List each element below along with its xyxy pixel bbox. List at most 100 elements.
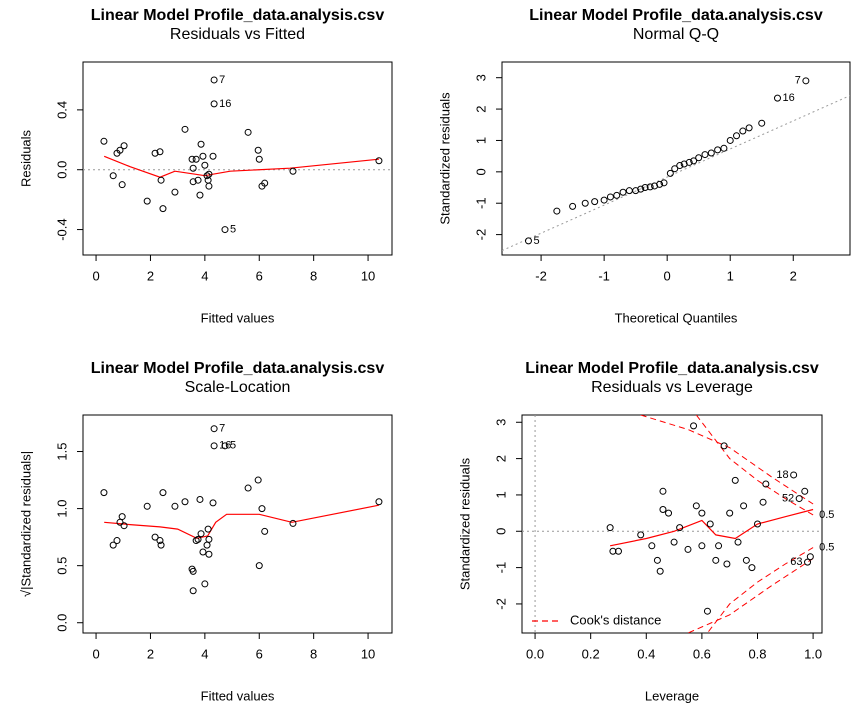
plot-area (83, 155, 392, 178)
data-point (254, 476, 262, 484)
data-point (100, 137, 108, 145)
data-point (120, 142, 128, 150)
x-axis-label: Fitted values (201, 688, 275, 703)
point-label: 7 (219, 423, 225, 435)
data-point (712, 556, 720, 564)
data-point (100, 489, 108, 497)
data-point (632, 187, 640, 195)
data-point (221, 226, 229, 234)
y-tick-label: 1.5 (54, 442, 69, 460)
data-point (676, 524, 684, 532)
data-point (806, 553, 814, 561)
data-point (205, 182, 213, 190)
data-point (143, 197, 151, 205)
contour-label: 0.5 (819, 542, 834, 554)
data-point (261, 527, 269, 535)
point-label: 5 (230, 223, 236, 235)
data-point (690, 422, 698, 430)
x-tick-label: 0.4 (637, 646, 655, 661)
data-point (726, 136, 734, 144)
data-point (143, 502, 151, 510)
data-point (171, 188, 179, 196)
data-point (194, 176, 202, 184)
chart-title: Linear Model Profile_data.analysis.csv (529, 7, 823, 24)
chart-subtitle: Residuals vs Leverage (591, 379, 753, 396)
data-point (656, 567, 664, 575)
data-point (740, 502, 748, 510)
chart-title: Linear Model Profile_data.analysis.csv (525, 360, 819, 377)
y-tick-label: 0.5 (54, 557, 69, 575)
data-point (651, 182, 659, 190)
data-point (197, 530, 205, 538)
data-point (209, 152, 217, 160)
data-point (680, 160, 688, 168)
point-label: 5 (533, 235, 539, 247)
data-point (375, 157, 383, 165)
y-tick-label: 2 (473, 105, 488, 112)
data-point (118, 181, 126, 189)
data-point (720, 144, 728, 152)
x-axis-label: Fitted values (201, 310, 275, 325)
qq-line (502, 95, 850, 252)
data-point (109, 541, 117, 549)
data-point (157, 541, 165, 549)
y-tick-label: 1 (493, 491, 508, 498)
data-point (720, 442, 728, 450)
data-point (656, 180, 664, 188)
y-axis-label: Standardized residuals (457, 457, 472, 590)
x-tick-label: 10 (361, 268, 375, 283)
data-point (201, 580, 209, 588)
cooks-contour (695, 415, 814, 516)
data-point (181, 498, 189, 506)
point-label: 18 (776, 469, 788, 481)
data-point (109, 172, 117, 180)
x-tick-label: 1 (727, 268, 734, 283)
plot-area (502, 95, 850, 252)
data-point (159, 205, 167, 213)
x-tick-label: 6 (256, 268, 263, 283)
data-point (205, 170, 213, 178)
x-tick-label: -2 (535, 268, 547, 283)
data-point (189, 567, 197, 575)
data-point (197, 140, 205, 148)
x-tick-label: 0 (92, 268, 99, 283)
data-point (116, 146, 124, 154)
y-tick-label: 0.0 (54, 614, 69, 632)
point-label: 16 (219, 440, 231, 452)
plot-frame (521, 414, 823, 634)
data-point (759, 498, 767, 506)
data-point (695, 154, 703, 162)
data-point (600, 196, 608, 204)
y-tick-label: -2 (493, 598, 508, 610)
x-tick-label: 6 (256, 646, 263, 661)
data-point (801, 487, 809, 495)
data-point (196, 191, 204, 199)
data-point (205, 535, 213, 543)
data-point (706, 520, 714, 528)
y-tick-label: -2 (473, 229, 488, 241)
x-tick-label: 0 (92, 646, 99, 661)
x-tick-label: 0.8 (748, 646, 766, 661)
data-point (676, 162, 684, 170)
data-point (210, 100, 218, 108)
x-tick-label: 10 (361, 646, 375, 661)
smooth-line (103, 155, 379, 178)
data-point (289, 519, 297, 527)
y-tick-label: 3 (473, 74, 488, 81)
plot-area (522, 415, 822, 633)
y-axis-label: Residuals (18, 129, 33, 187)
data-point (613, 191, 621, 199)
point-label: 52 (782, 492, 794, 504)
data-point (591, 198, 599, 206)
data-point (204, 525, 212, 533)
x-tick-label: 0.6 (693, 646, 711, 661)
data-point (120, 522, 128, 530)
data-point (748, 564, 756, 572)
data-point (606, 193, 614, 201)
data-point (637, 531, 645, 539)
data-point (637, 185, 645, 193)
data-point (189, 587, 197, 595)
data-point (619, 188, 627, 196)
x-axis-label: Leverage (645, 688, 699, 703)
